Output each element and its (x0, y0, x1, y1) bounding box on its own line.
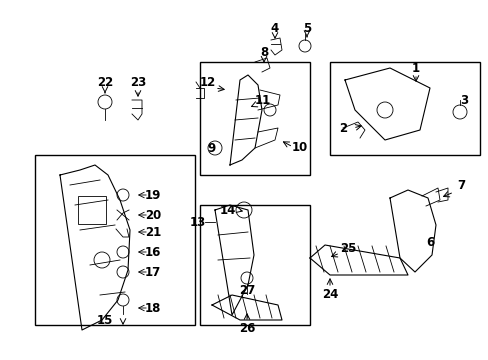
Text: 3: 3 (459, 94, 467, 107)
Text: 15: 15 (97, 314, 113, 327)
Text: 18: 18 (144, 302, 161, 315)
Text: 24: 24 (321, 288, 338, 302)
Text: 5: 5 (302, 22, 310, 35)
Text: 8: 8 (259, 45, 267, 59)
Bar (329, 62, 479, 155)
Bar (200, 205, 309, 325)
Bar (35, 155, 195, 325)
Text: 22: 22 (97, 76, 113, 89)
Text: 25: 25 (339, 242, 355, 255)
Text: 13: 13 (189, 216, 206, 229)
Text: 12: 12 (200, 76, 216, 89)
Text: 27: 27 (238, 284, 255, 297)
Text: 10: 10 (291, 140, 307, 153)
Text: 21: 21 (144, 225, 161, 239)
Text: 11: 11 (254, 94, 270, 107)
Bar (200, 62, 309, 175)
Text: 26: 26 (238, 321, 255, 334)
Text: 16: 16 (144, 246, 161, 258)
Text: 4: 4 (270, 22, 279, 35)
Text: 1: 1 (411, 62, 419, 75)
Text: 6: 6 (425, 235, 433, 248)
Text: 9: 9 (207, 141, 216, 154)
Text: 23: 23 (130, 76, 146, 89)
Text: 2: 2 (338, 122, 346, 135)
Text: 7: 7 (456, 179, 464, 192)
Bar (78, 196, 106, 224)
Text: 14: 14 (220, 203, 236, 216)
Text: 17: 17 (144, 266, 161, 279)
Text: 19: 19 (144, 189, 161, 202)
Text: 20: 20 (144, 208, 161, 221)
